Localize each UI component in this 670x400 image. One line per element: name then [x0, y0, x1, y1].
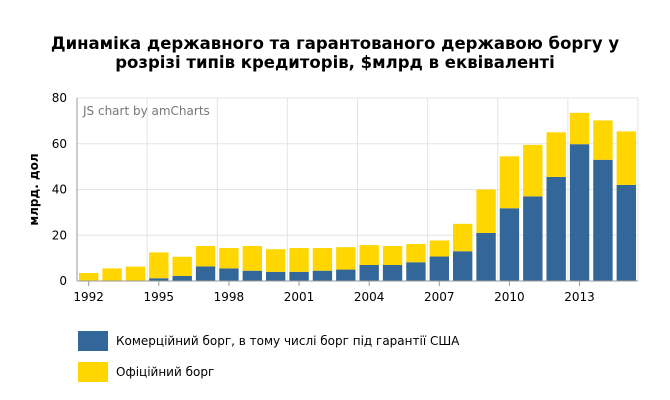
bar-official — [242, 246, 262, 271]
bar-commercial — [453, 251, 473, 281]
bar-commercial — [476, 232, 496, 281]
bar-commercial — [219, 268, 239, 281]
bar-commercial — [593, 159, 613, 281]
x-tick-label: 1998 — [214, 290, 245, 304]
legend-swatch-commercial — [78, 331, 108, 351]
y-tick-label: 60 — [52, 137, 67, 151]
legend-item-commercial[interactable]: Комерційний борг, в тому числі борг під … — [78, 331, 459, 351]
y-tick-label: 0 — [59, 274, 67, 288]
x-tick-label: 2007 — [424, 290, 455, 304]
legend-label-official: Офіційний борг — [116, 365, 215, 379]
bar-official — [266, 249, 286, 272]
bar-commercial — [429, 256, 449, 281]
bar-official — [616, 131, 636, 185]
legend-swatch-official — [78, 362, 108, 382]
bar-official — [195, 246, 216, 267]
bar-official — [523, 144, 543, 197]
bar-official — [453, 223, 473, 252]
bar-commercial — [289, 271, 309, 281]
bar-official — [79, 272, 99, 281]
bar-official — [219, 248, 239, 269]
bar-commercial — [242, 270, 262, 281]
bar-commercial — [149, 278, 169, 281]
bar-official — [406, 243, 426, 263]
bar-official — [172, 256, 192, 276]
bar-official — [499, 156, 520, 209]
bar-official — [382, 246, 403, 265]
bar-commercial — [569, 144, 590, 281]
bar-commercial — [406, 262, 426, 281]
title-line-2: розрізі типів кредиторів, $млрд в еквіва… — [115, 53, 555, 72]
bar-commercial — [359, 264, 379, 281]
bar-commercial — [499, 208, 520, 281]
bar-commercial — [546, 176, 566, 281]
bar-official — [476, 189, 496, 233]
bar-commercial — [523, 196, 543, 281]
bar-commercial — [616, 184, 636, 281]
x-tick-label: 2004 — [354, 290, 385, 304]
y-axis-label: млрд. дол — [27, 153, 41, 225]
bar-official — [429, 240, 449, 257]
bar-official — [336, 247, 356, 270]
bar-official — [125, 266, 146, 281]
y-tick-label: 20 — [52, 228, 67, 242]
title-line-1: Динаміка державного та гарантованого дер… — [50, 34, 620, 53]
x-tick-label: 2001 — [284, 290, 315, 304]
x-tick-label: 2010 — [494, 290, 525, 304]
legend-label-commercial: Комерційний борг, в тому числі борг під … — [116, 334, 460, 348]
bar-official — [149, 252, 169, 279]
y-tick-label: 40 — [52, 183, 67, 197]
bar-commercial — [266, 271, 286, 281]
bar-official — [359, 245, 379, 265]
bar-official — [102, 268, 122, 281]
x-tick-label: 1995 — [144, 290, 175, 304]
bar-official — [312, 248, 333, 271]
watermark: JS chart by amCharts — [82, 104, 210, 118]
bar-commercial — [195, 266, 216, 281]
bar-official — [593, 120, 613, 160]
bar-official — [546, 132, 566, 177]
bar-official — [289, 248, 309, 272]
legend-item-official[interactable]: Офіційний борг — [78, 362, 214, 382]
bar-commercial — [172, 275, 192, 281]
bar-commercial — [382, 264, 403, 281]
chart-title: Динаміка державного та гарантованого дер… — [0, 34, 670, 72]
x-tick-label: 2013 — [564, 290, 595, 304]
bar-commercial — [312, 270, 333, 281]
y-tick-label: 80 — [52, 91, 67, 105]
bar-official — [569, 112, 590, 145]
x-tick-label: 1992 — [73, 290, 104, 304]
bar-commercial — [336, 269, 356, 281]
